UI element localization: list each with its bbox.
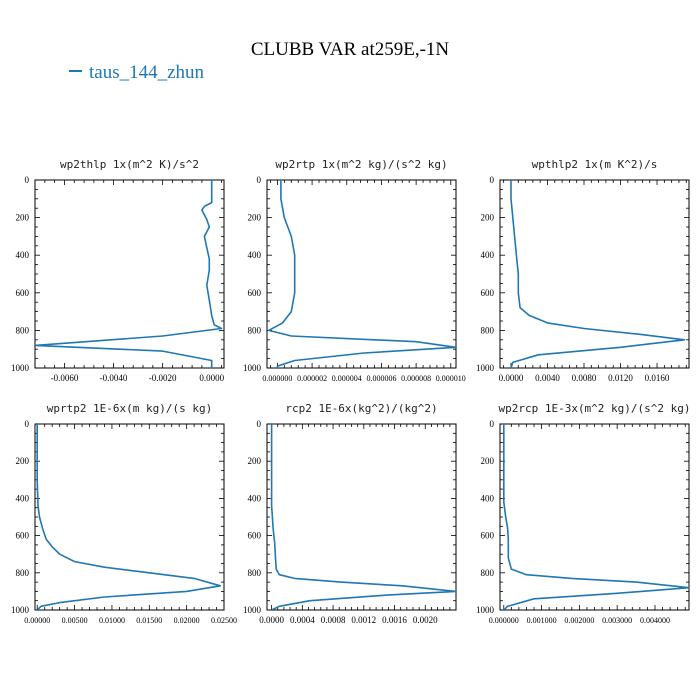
y-tick-label: 400 — [16, 250, 30, 260]
series-line — [510, 180, 686, 368]
x-tick-label: 0.000004 — [332, 374, 362, 383]
y-tick-label: 200 — [481, 456, 495, 466]
legend-label: taus_144_zhun — [89, 62, 205, 83]
x-tick-label: 0.000000 — [489, 616, 519, 625]
x-tick-label: 0.00500 — [62, 616, 88, 625]
x-tick-label: 0.000010 — [436, 374, 466, 383]
x-tick-label: 0.000002 — [297, 374, 327, 383]
panel-title: rcp2 1E-6x(kg^2)/(kg^2) — [285, 402, 437, 415]
x-tick-label: 0.0016 — [382, 615, 407, 625]
y-tick-label: 0 — [25, 419, 30, 429]
x-tick-label: 0.0004 — [290, 615, 315, 625]
y-tick-label: 600 — [248, 288, 262, 298]
y-tick-label: 200 — [248, 456, 262, 466]
x-tick-label: 0.0160 — [645, 373, 670, 383]
legend: taus_144_zhun — [69, 62, 205, 83]
y-tick-label: 800 — [481, 568, 495, 578]
series-line — [36, 424, 222, 610]
y-tick-label: 200 — [16, 213, 30, 223]
x-tick-label: 0.0012 — [351, 615, 376, 625]
y-tick-label: 0 — [490, 175, 495, 185]
panel-5: rcp2 1E-6x(kg^2)/(kg^2) 0 200 400 600 800 1000… — [243, 402, 457, 625]
plot-frame — [499, 179, 690, 369]
plot-frame — [34, 423, 225, 611]
y-tick-label: 800 — [248, 568, 262, 578]
panel-3: wpthlp2 1x(m K^2)/s 0 200 400 600 800 1000 0.00… — [476, 158, 690, 383]
series-line — [267, 180, 456, 368]
y-tick-label: 400 — [481, 493, 495, 503]
y-tick-label: 600 — [16, 288, 30, 298]
panel-title: wp2rtp 1x(m^2 kg)/(s^2 kg) — [275, 158, 447, 171]
x-tick-label: 0.0000 — [199, 373, 224, 383]
y-tick-label: 200 — [248, 213, 262, 223]
x-tick-label: 0.0080 — [572, 373, 597, 383]
y-tick-label: 800 — [481, 325, 495, 335]
plot-frame — [499, 423, 690, 611]
y-tick-label: 1000 — [476, 363, 495, 373]
y-tick-label: 200 — [481, 213, 495, 223]
y-tick-label: 400 — [248, 250, 262, 260]
panel-title: wp2thlp 1x(m^2 K)/s^2 — [60, 158, 199, 171]
plot-frame — [34, 179, 225, 369]
x-tick-label: -0.0020 — [149, 373, 177, 383]
y-tick-label: 200 — [16, 456, 30, 466]
y-tick-label: 0 — [490, 419, 495, 429]
y-tick-label: 800 — [16, 325, 30, 335]
x-tick-label: 0.003000 — [602, 616, 632, 625]
x-tick-label: 0.0020 — [413, 615, 438, 625]
series-line — [502, 424, 689, 610]
plot-frame — [266, 423, 457, 611]
series-line — [35, 180, 223, 368]
figure-title: CLUBB VAR at259E,-1N — [251, 39, 450, 60]
x-tick-label: 0.0000 — [259, 615, 284, 625]
y-tick-label: 1000 — [243, 605, 262, 615]
y-tick-label: 1000 — [476, 605, 495, 615]
x-tick-label: 0.004000 — [640, 616, 670, 625]
panel-1: wp2thlp 1x(m^2 K)/s^2 0 200 400 600 800 1000 -0… — [11, 158, 225, 383]
y-tick-label: 400 — [481, 250, 495, 260]
x-tick-label: 0.0120 — [608, 373, 633, 383]
x-tick-label: -0.0060 — [51, 373, 79, 383]
y-tick-label: 400 — [248, 493, 262, 503]
y-tick-label: 600 — [481, 531, 495, 541]
y-tick-label: 800 — [248, 325, 262, 335]
x-tick-label: 0.000000 — [262, 374, 292, 383]
series-line — [270, 424, 456, 610]
x-tick-label: -0.0040 — [100, 373, 128, 383]
x-tick-label: 0.02500 — [211, 616, 237, 625]
x-tick-label: 0.001000 — [527, 616, 557, 625]
y-tick-label: 800 — [16, 568, 30, 578]
panel-4: wprtp2 1E-6x(m kg)/(s kg) 0 200 400 600 800 10… — [11, 402, 237, 625]
panel-title: wprtp2 1E-6x(m kg)/(s kg) — [47, 402, 213, 415]
x-tick-label: 0.02000 — [174, 616, 200, 625]
panel-title: wpthlp2 1x(m K^2)/s — [532, 158, 658, 171]
y-tick-label: 600 — [16, 531, 30, 541]
x-tick-label: 0.01000 — [99, 616, 125, 625]
y-tick-label: 400 — [16, 493, 30, 503]
x-tick-label: 0.000008 — [401, 374, 431, 383]
y-tick-label: 1000 — [11, 363, 30, 373]
x-tick-label: 0.0000 — [499, 373, 524, 383]
panel-6: wp2rcp 1E-3x(m^2 kg)/(s^2 kg)0 200 400 600 8… — [476, 402, 691, 625]
x-tick-label: 0.0008 — [321, 615, 346, 625]
x-tick-label: 0.00000 — [24, 616, 50, 625]
x-tick-label: 0.01500 — [136, 616, 162, 625]
x-tick-label: 0.000006 — [366, 374, 396, 383]
x-tick-label: 0.002000 — [564, 616, 594, 625]
y-tick-label: 600 — [481, 288, 495, 298]
x-tick-label: 0.0040 — [535, 373, 560, 383]
y-tick-label: 0 — [257, 419, 262, 429]
y-tick-label: 0 — [257, 175, 262, 185]
y-tick-label: 600 — [248, 531, 262, 541]
y-tick-label: 0 — [25, 175, 30, 185]
panel-2: wp2rtp 1x(m^2 kg)/(s^2 kg) 0 200 400 600 800 1… — [243, 158, 466, 383]
panels: wp2thlp 1x(m^2 K)/s^2 0 200 400 600 800 1000 -0… — [11, 158, 691, 625]
y-tick-label: 1000 — [11, 605, 30, 615]
panel-title: wp2rcp 1E-3x(m^2 kg)/(s^2 kg) — [498, 402, 690, 415]
y-tick-label: 1000 — [243, 363, 262, 373]
